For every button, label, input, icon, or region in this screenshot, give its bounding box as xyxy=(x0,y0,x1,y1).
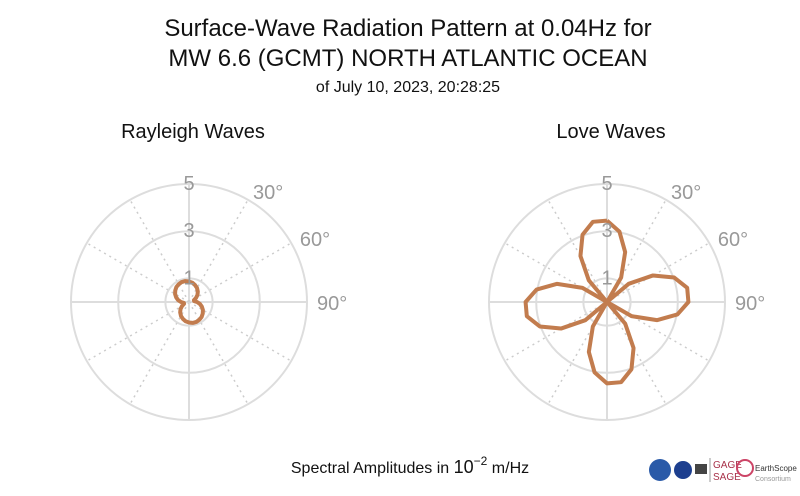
pattern-line xyxy=(523,218,691,386)
theta-tick-label: 90° xyxy=(317,293,347,315)
theta-grid-line xyxy=(606,301,667,405)
theta-tick-label: 30° xyxy=(253,182,283,204)
theta-tick-label: 60° xyxy=(300,229,330,251)
r-grid-circle xyxy=(488,183,726,421)
theta-grid-line xyxy=(606,242,710,303)
theta-grid-line xyxy=(129,301,190,405)
pattern-line xyxy=(173,279,205,325)
footer-base: 10 xyxy=(454,457,474,477)
r-tick-label: 1 xyxy=(183,267,194,289)
footer-exponent: −2 xyxy=(474,454,488,468)
subplot-title: Love Waves xyxy=(556,121,665,143)
theta-grid-line xyxy=(188,199,249,303)
footer-text: Spectral Amplitudes in xyxy=(291,460,454,477)
r-tick-label: 1 xyxy=(601,267,612,289)
title-line: Surface-Wave Radiation Pattern at 0.04Hz… xyxy=(164,15,651,42)
r-tick-label: 3 xyxy=(183,220,194,242)
theta-tick-label: 30° xyxy=(671,182,701,204)
logo-nasa xyxy=(674,461,692,479)
r-grid-circle xyxy=(582,277,632,327)
theta-grid-line xyxy=(504,301,608,362)
subtitle: of July 10, 2023, 20:28:25 xyxy=(316,79,500,96)
logo-text: SAGE xyxy=(713,472,741,483)
r-grid-circle xyxy=(535,230,679,374)
r-tick-label: 5 xyxy=(183,173,194,195)
r-tick-label: 5 xyxy=(601,173,612,195)
theta-grid-line xyxy=(188,242,292,303)
subplot-title: Rayleigh Waves xyxy=(121,121,265,143)
theta-tick-label: 60° xyxy=(718,229,748,251)
r-grid-circle xyxy=(164,277,214,327)
r-tick-label: 3 xyxy=(601,220,612,242)
r-grid-circle xyxy=(70,183,308,421)
r-grid-circle xyxy=(117,230,261,374)
theta-grid-line xyxy=(86,301,190,362)
theta-grid-line xyxy=(188,301,292,362)
logo-usgs xyxy=(695,464,707,474)
logo-earthscope xyxy=(736,459,754,477)
theta-grid-line xyxy=(86,242,190,303)
logo-text: GAGE xyxy=(713,460,742,471)
logo-nsf xyxy=(649,459,671,481)
theta-tick-label: 90° xyxy=(735,293,765,315)
logo-text: Consortium xyxy=(755,476,791,483)
footer-label: Spectral Amplitudes in 10−2 m/Hz xyxy=(291,454,529,477)
logo-text: EarthScope xyxy=(755,464,797,473)
theta-grid-line xyxy=(547,199,608,303)
logos: GAGE SAGE EarthScope Consortium xyxy=(649,458,797,483)
title-line: MW 6.6 (GCMT) NORTH ATLANTIC OCEAN xyxy=(168,45,647,72)
footer-unit: m/Hz xyxy=(487,460,529,477)
